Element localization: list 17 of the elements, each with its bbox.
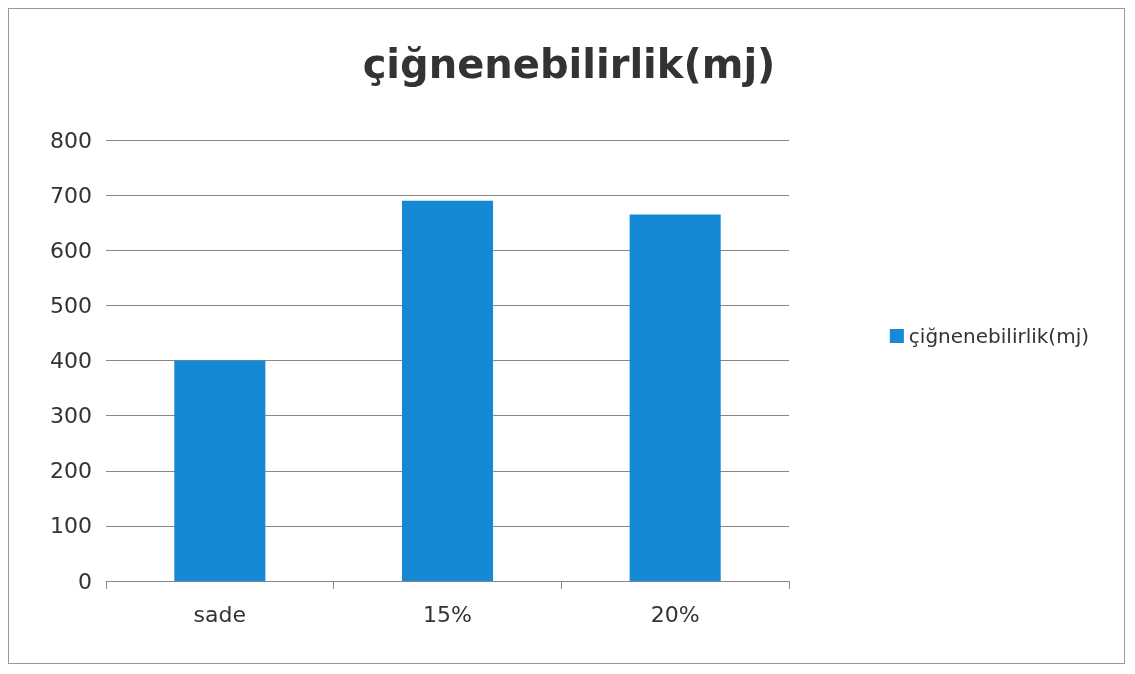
y-tick-label: 700 [50, 182, 92, 208]
y-tick-label: 600 [50, 237, 92, 263]
legend-label: çiğnenebilirlik(mj) [908, 324, 1089, 348]
y-tick-label: 0 [78, 568, 92, 594]
bar [174, 360, 266, 581]
y-tick-label: 200 [50, 458, 92, 484]
y-tick-label: 500 [50, 292, 92, 318]
x-tick-label: 20% [650, 601, 700, 627]
x-tick-label: sade [193, 601, 247, 627]
bar [629, 214, 721, 581]
y-tick-label: 400 [50, 348, 92, 373]
y-tick-label: 300 [50, 403, 92, 429]
chart-title: çiğnenebilirlik(mj) [362, 41, 776, 87]
y-tick-label: 100 [50, 513, 92, 539]
bar [401, 200, 494, 581]
x-tick-label: 15% [423, 601, 472, 627]
y-tick-label: 800 [50, 127, 92, 153]
